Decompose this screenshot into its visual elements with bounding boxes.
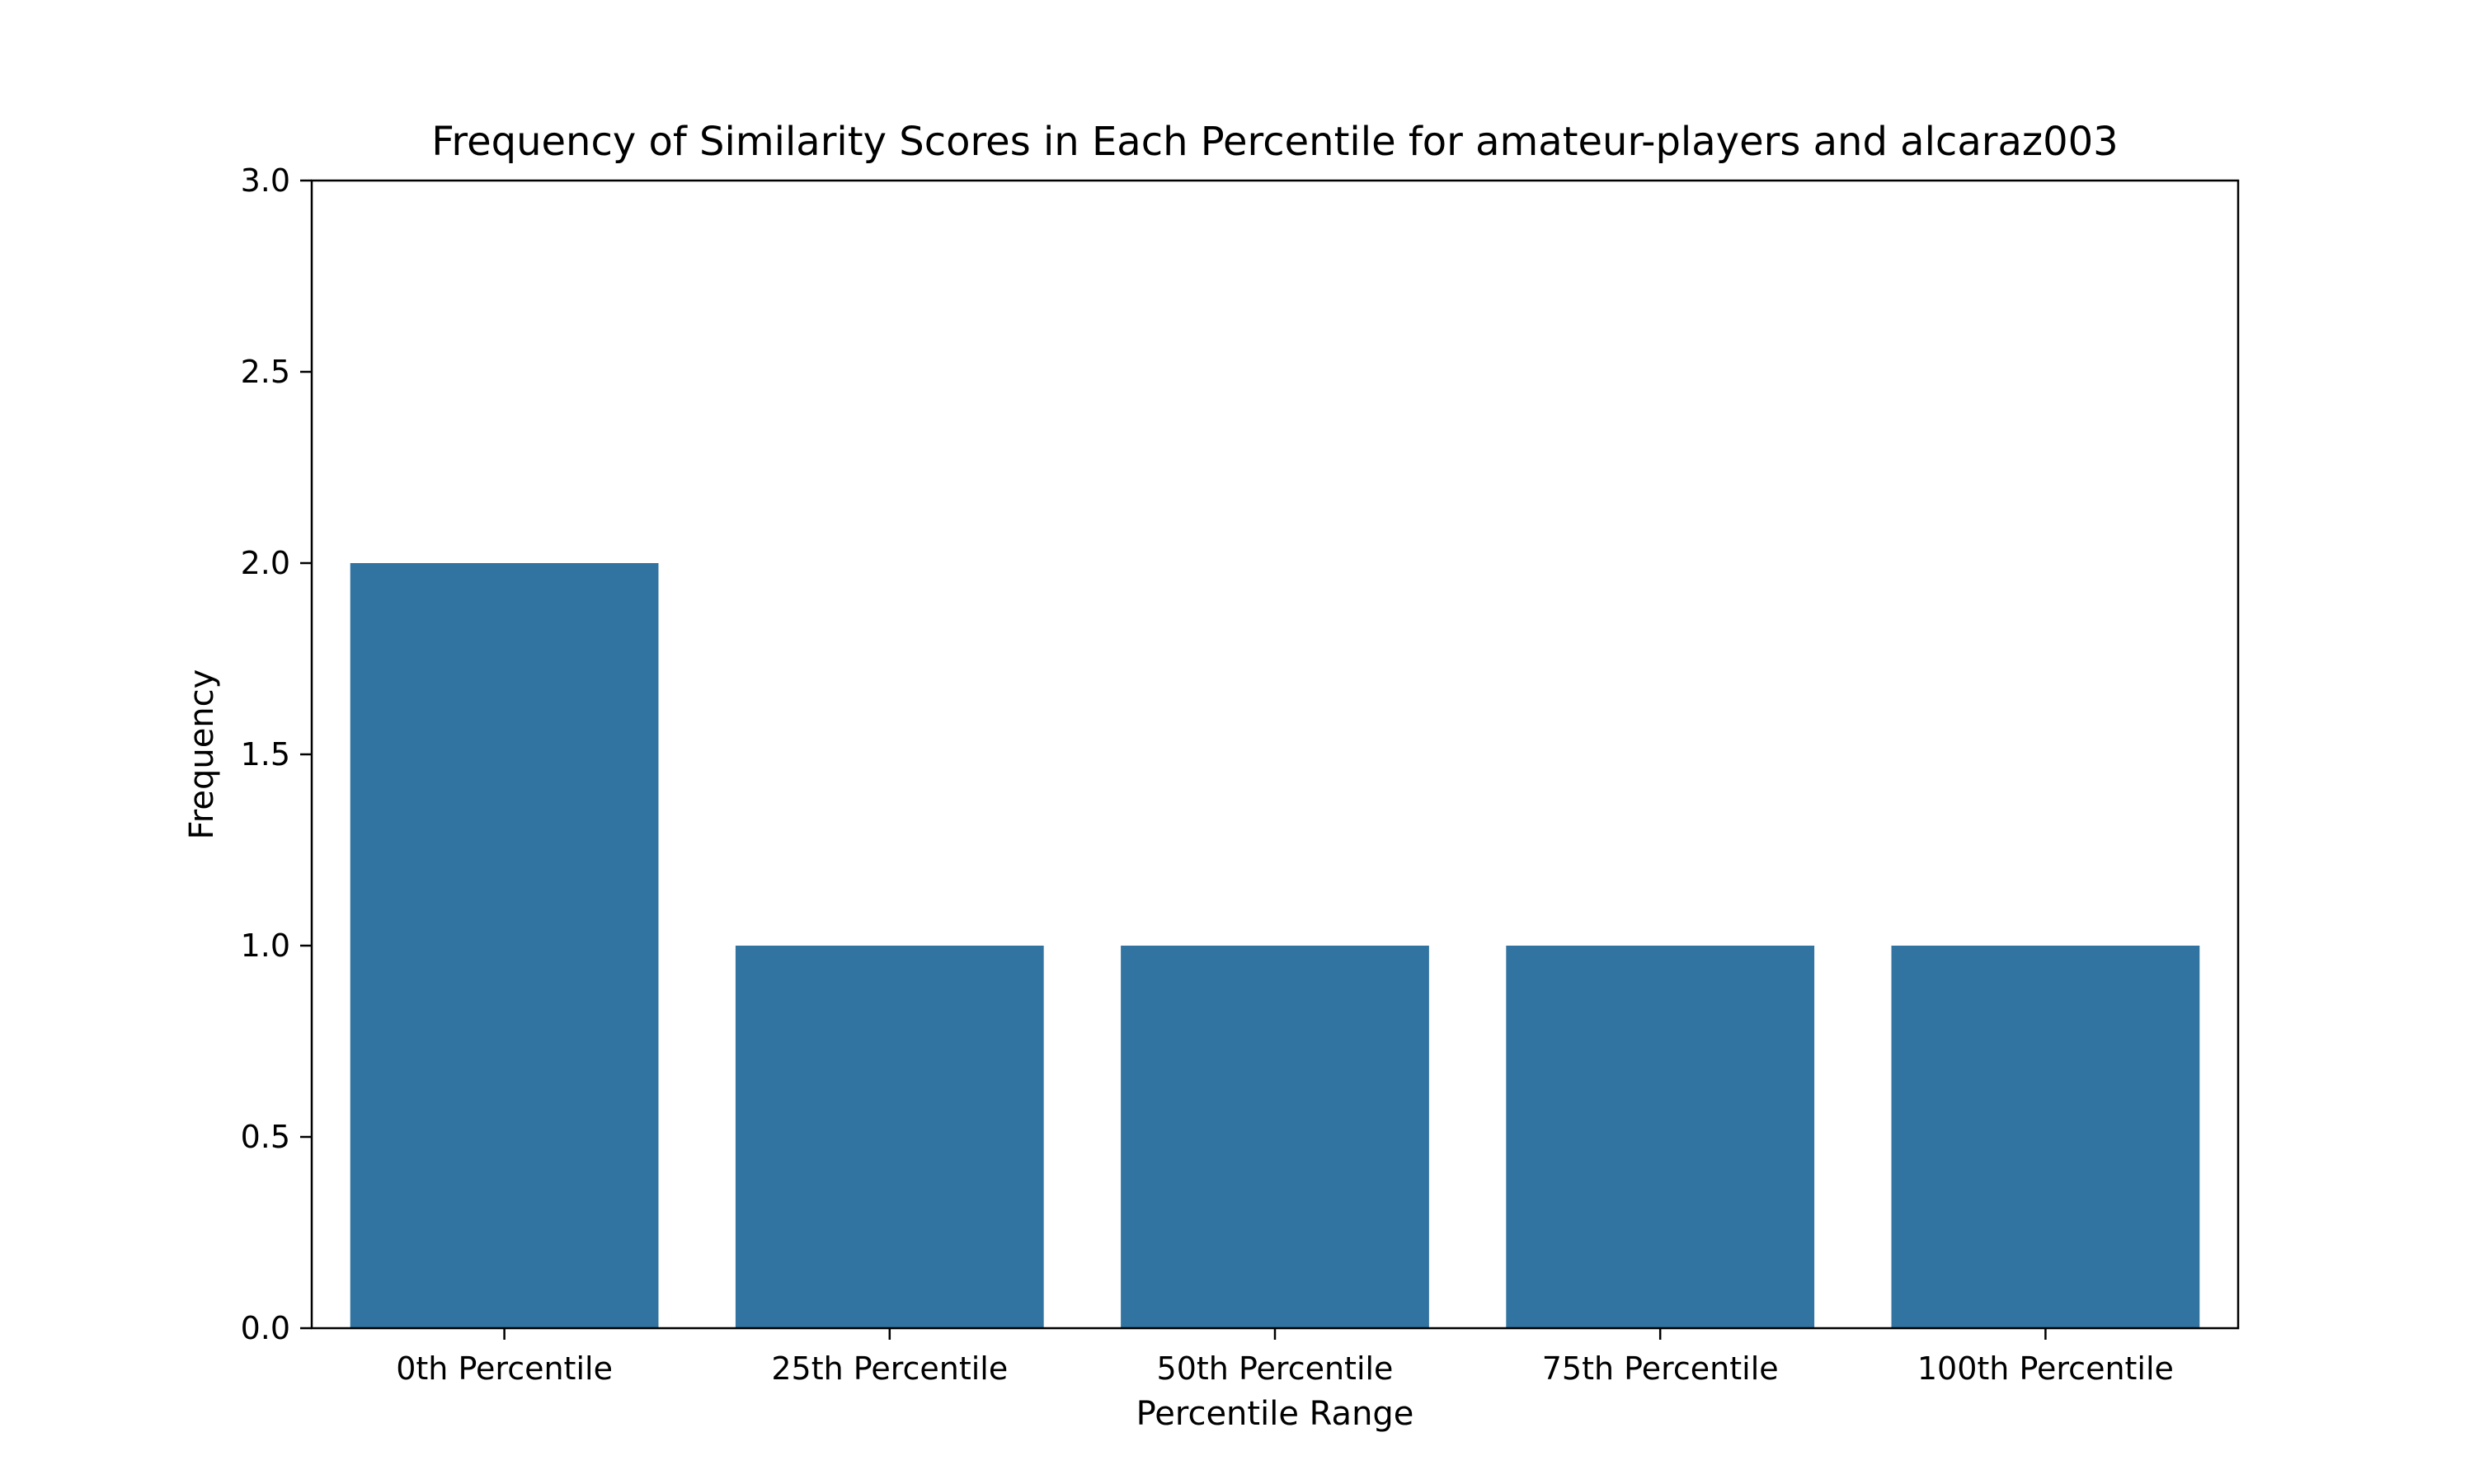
y-tick-label: 1.0	[241, 928, 290, 964]
bar	[350, 563, 659, 1328]
plot-frame	[310, 179, 2240, 1330]
bars-group	[350, 563, 2200, 1328]
x-axis: 0th Percentile 25th Percentile 50th Percen…	[396, 1328, 2174, 1387]
y-tick-label: 2.0	[241, 545, 290, 581]
bar	[1891, 946, 2200, 1328]
chart-title: Frequency of Similarity Scores in Each P…	[431, 119, 2118, 165]
y-tick-label: 1.5	[241, 736, 290, 773]
bar	[1506, 946, 1815, 1328]
y-axis: 0.0 0.5 1.0 1.5 2.0 2.5 3.0	[241, 162, 312, 1346]
y-tick-label: 2.5	[241, 354, 290, 390]
bar	[1121, 946, 1429, 1328]
x-tick-label: 25th Percentile	[771, 1350, 1008, 1387]
x-tick-label: 100th Percentile	[1917, 1350, 2174, 1387]
x-tick-label: 50th Percentile	[1157, 1350, 1394, 1387]
x-tick-label: 75th Percentile	[1542, 1350, 1779, 1387]
x-tick-label: 0th Percentile	[396, 1350, 613, 1387]
bar	[735, 946, 1044, 1328]
x-axis-label: Percentile Range	[1136, 1395, 1414, 1433]
y-tick-label: 0.0	[241, 1310, 290, 1346]
y-tick-label: 0.5	[241, 1119, 290, 1155]
y-axis-label: Frequency	[183, 669, 221, 840]
y-tick-label: 3.0	[241, 162, 290, 199]
